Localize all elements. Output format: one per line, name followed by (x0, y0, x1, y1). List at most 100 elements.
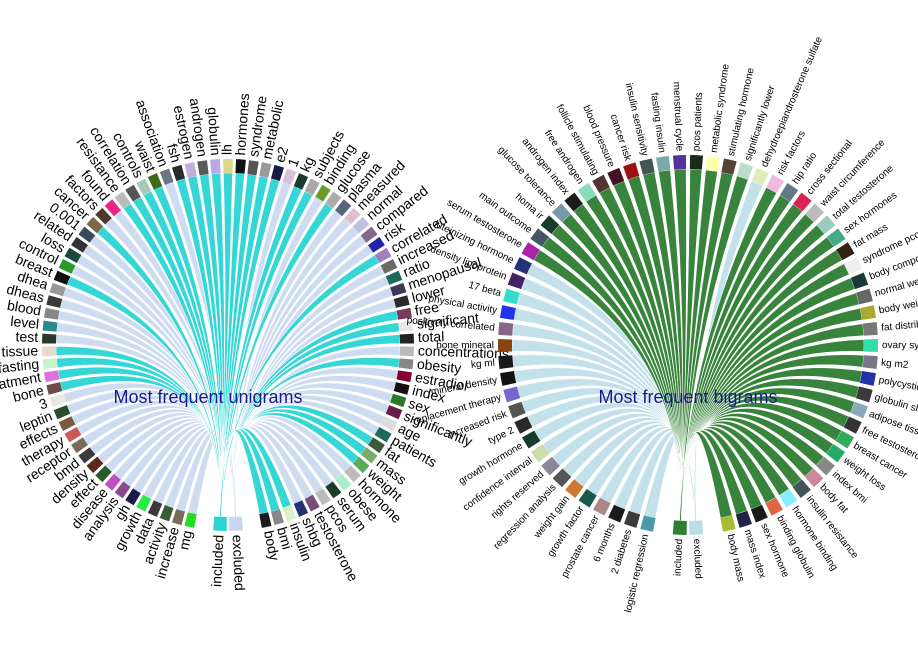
label-type-2: type 2 (487, 425, 517, 447)
label-metabolic-syndrome: metabolic syndrome (709, 63, 732, 154)
arc-mass-index (735, 510, 753, 528)
ribbon-patients (234, 400, 380, 518)
arc-obesity (398, 358, 414, 370)
label-globulin: globulin (205, 107, 224, 156)
arc-binding (315, 184, 331, 202)
arc-cancer (86, 216, 104, 234)
arc-rights-reserved (541, 456, 560, 476)
arc-risk (367, 236, 385, 253)
arc-effects (58, 416, 76, 431)
arc-dehydroepiandrosterone-sulfate (751, 167, 769, 186)
arc-mineral-density (500, 371, 517, 386)
label-fsh: fsh (164, 142, 185, 164)
arc-follicle-stimulating (592, 174, 610, 194)
arc-hormone (344, 465, 361, 483)
arc-lower (393, 295, 410, 308)
arc-positively-correlated (498, 321, 514, 336)
arc-compared (360, 226, 378, 243)
label-ovary-syndrome: ovary syndrome (882, 340, 918, 351)
label-hormones: hormones (232, 93, 252, 156)
arc-significantly (385, 405, 403, 420)
label-excluded: excluded (230, 534, 248, 591)
arc-mass (360, 447, 378, 464)
arc-kg-m2 (862, 355, 878, 370)
arc-activity (159, 505, 174, 522)
arc-loss (64, 247, 82, 263)
ribbon-shbg (233, 426, 303, 518)
arc-data (147, 500, 163, 517)
arc-receptor (71, 437, 89, 454)
label-kg: kg (297, 154, 318, 174)
arc-body (259, 512, 272, 528)
arc-globulin-shbg (855, 386, 873, 403)
arc-free-testosterone (843, 416, 862, 434)
label-kg-m2: kg m2 (881, 358, 910, 372)
ribbon-body-mass (679, 431, 733, 522)
arc-androgen (197, 160, 209, 176)
arc-serum-testosterone (521, 242, 540, 261)
arc-kg (293, 173, 309, 190)
arc-factors (95, 207, 112, 225)
arc-controls (136, 178, 152, 196)
arc-pcos-patients (689, 155, 704, 170)
arc-shbg (293, 500, 309, 517)
arc-serum (325, 481, 342, 499)
arc-e2 (271, 164, 284, 181)
arc-fat-mass (836, 242, 855, 261)
arc-3 (49, 393, 66, 408)
label-significant: significant (416, 309, 480, 331)
label-lh: lh (219, 144, 235, 155)
arc-density-lipoprotein (507, 272, 526, 290)
arc-plasma (335, 199, 352, 217)
arc-metabolic (259, 162, 272, 178)
arc-hormones (235, 159, 246, 174)
chart-title: Most frequent bigrams (598, 387, 777, 407)
arc-density (86, 456, 104, 474)
arc-significantly-lower (736, 162, 753, 180)
label-free: free (413, 299, 440, 319)
label-menstrual-cycle: menstrual cycle (671, 82, 685, 152)
arc-fasting-insulin (656, 155, 671, 172)
label-bmi: bmi (274, 525, 296, 551)
label-index: index (411, 382, 447, 406)
arc-leptin (53, 405, 71, 420)
arc-association (159, 168, 174, 185)
arc-menopausal (390, 282, 407, 297)
arc-related (71, 236, 89, 253)
arc-found (104, 199, 121, 217)
label-total: total (418, 328, 445, 345)
term-arcs (498, 155, 878, 535)
arc-total (399, 333, 414, 344)
arc-growth-factor (578, 488, 597, 508)
arc-control (58, 259, 76, 274)
arc-insulin-sensitivity (639, 158, 655, 175)
label-included: included (673, 539, 686, 577)
arc-resistance (114, 191, 131, 209)
arc-confidence-interval (530, 444, 550, 463)
arc-increased (380, 259, 398, 274)
arc-ratio (385, 270, 403, 285)
arc-bmd (78, 447, 96, 464)
arc-hormone-binding (779, 488, 798, 508)
arc-waist (147, 173, 163, 190)
label-lower: lower (410, 282, 447, 306)
arc-index-bmi (816, 456, 835, 476)
ribbon-body (219, 429, 269, 518)
arc-free-androgen (577, 183, 596, 202)
label-17-beta: 17 beta (467, 280, 503, 300)
arc-prostate-cancer (593, 497, 611, 516)
arc-excluded (689, 520, 704, 535)
arc-homa-ir (540, 215, 560, 234)
arc-globulin (210, 159, 221, 174)
arc-level (42, 320, 58, 332)
arc-estradiol (396, 370, 412, 383)
arc-breast-cancer (835, 430, 855, 449)
arc-binding-globulin (765, 497, 783, 516)
arc-body-composition (850, 272, 869, 290)
arc-index (393, 382, 410, 395)
arc-ovary-syndrome (863, 339, 878, 352)
arc-therapy (64, 427, 82, 443)
ribbon-weight (219, 412, 360, 518)
arc-patients (374, 427, 392, 443)
